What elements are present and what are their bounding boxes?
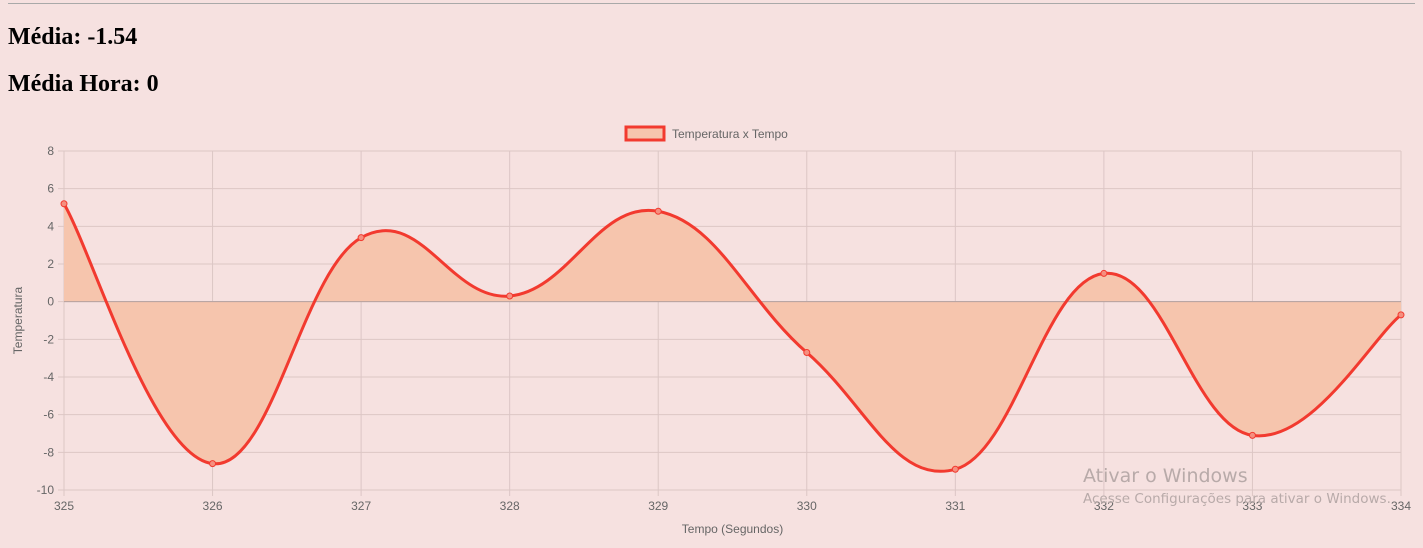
data-point-328[interactable] (506, 292, 514, 300)
x-tick-label-3: 328 (500, 499, 520, 513)
data-points (60, 200, 1405, 473)
data-point-325[interactable] (60, 200, 68, 208)
x-axis-ticks: 325 326 327 328 329 330 331 332 333 334 (54, 499, 1411, 513)
y-tick-label-4: 0 (47, 295, 54, 309)
legend[interactable]: Temperatura x Tempo (624, 125, 788, 142)
y-axis-ticks: 8 6 4 2 0 -2 -4 -6 -8 -10 (37, 144, 55, 497)
data-point-327[interactable] (357, 234, 365, 242)
data-point-326[interactable] (209, 460, 217, 468)
x-tick-label-4: 329 (648, 499, 668, 513)
x-tick-label-1: 326 (203, 499, 223, 513)
hourly-average-stat: Média Hora: 0 (8, 71, 159, 97)
y-tick-label-2: 4 (47, 219, 54, 233)
data-point-330[interactable] (803, 349, 811, 357)
x-axis-title: Tempo (Segundos) (682, 522, 783, 536)
series-layer (62, 202, 1402, 473)
y-tick-label-1: 6 (47, 182, 54, 196)
x-tick-label-7: 332 (1094, 499, 1114, 513)
y-tick-label-0: 8 (47, 144, 54, 158)
series-area-fill (64, 203, 1401, 472)
data-point-333[interactable] (1248, 431, 1256, 439)
data-point-329[interactable] (654, 207, 662, 215)
x-tick-label-5: 330 (797, 499, 817, 513)
x-tick-label-6: 331 (945, 499, 965, 513)
legend-label[interactable]: Temperatura x Tempo (672, 127, 788, 141)
windows-activation-watermark-subtitle: Acesse Configurações para ativar o Windo… (1083, 491, 1391, 507)
x-tick-label-9: 334 (1391, 499, 1411, 513)
y-axis-title: Temperatura (11, 286, 25, 354)
y-tick-label-5: -2 (43, 332, 54, 346)
series-line (62, 202, 1402, 473)
top-divider (8, 3, 1415, 4)
x-tick-label-2: 327 (351, 499, 371, 513)
windows-activation-watermark-title: Ativar o Windows (1083, 465, 1248, 487)
data-point-334[interactable] (1397, 311, 1405, 319)
average-stat: Média: -1.54 (8, 24, 138, 50)
y-tick-label-7: -6 (43, 408, 54, 422)
x-tick-label-8: 333 (1242, 499, 1262, 513)
y-tick-label-9: -10 (37, 483, 55, 497)
y-tick-label-8: -8 (43, 445, 54, 459)
legend-swatch[interactable] (624, 125, 666, 142)
y-tick-label-6: -4 (43, 370, 54, 384)
y-tick-label-3: 2 (47, 257, 54, 271)
data-point-332[interactable] (1100, 269, 1108, 277)
data-point-331[interactable] (951, 465, 959, 473)
x-tick-label-0: 325 (54, 499, 74, 513)
